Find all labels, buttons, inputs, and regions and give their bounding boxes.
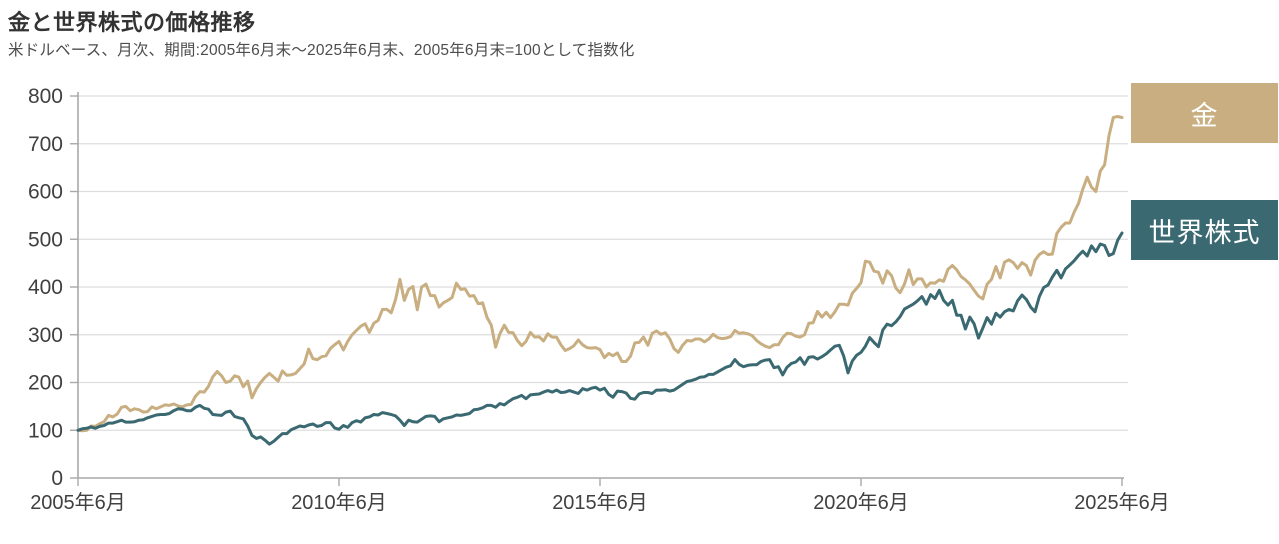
y-tick-label: 100 [28,419,63,442]
y-tick-label: 0 [51,467,63,490]
legend-stocks: 世界株式 [1131,200,1278,260]
x-tick-label: 2005年6月 [30,491,126,514]
legend-stocks-label: 世界株式 [1148,217,1261,248]
chart-subtitle: 米ドルベース、月次、期間:2005年6月末〜2025年6月末、2005年6月末=… [8,42,635,59]
tick-labels: 0 100 200 300 400 500 600 700 800 2005年6月 2010年6月 2… [28,85,1170,514]
gold-series-line [76,115,1124,433]
axes [70,92,1124,486]
y-tick-label: 200 [28,372,63,395]
legend-gold: 金 [1131,83,1278,143]
gridlines [78,95,1128,431]
stocks-series-line [76,231,1124,446]
y-tick-label: 600 [28,181,63,204]
x-tick-label: 2015年6月 [552,491,648,514]
x-tick-label: 2010年6月 [291,491,387,514]
legend-gold-label: 金 [1190,100,1219,131]
chart-title: 金と世界株式の価格推移 [8,10,256,35]
y-tick-label: 400 [28,276,63,299]
y-tick-label: 700 [28,133,63,156]
x-tick-label: 2020年6月 [813,491,909,514]
y-tick-label: 300 [28,324,63,347]
x-tick-label: 2025年6月 [1074,491,1170,514]
y-tick-label: 500 [28,228,63,251]
y-tick-label: 800 [28,85,63,108]
